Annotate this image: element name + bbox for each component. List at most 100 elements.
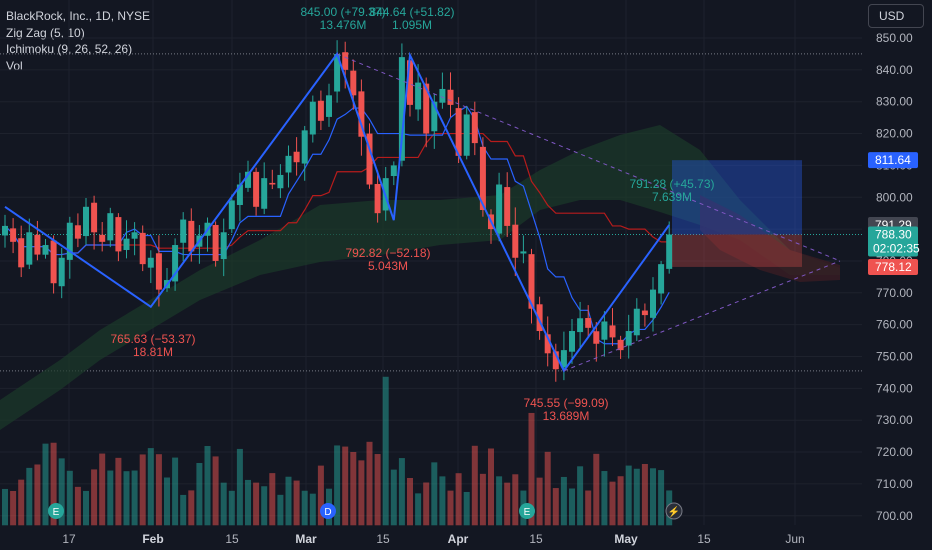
candle-body <box>350 70 357 96</box>
candle-body <box>83 206 89 237</box>
candle-body <box>50 240 57 284</box>
currency-button[interactable]: USD <box>868 4 924 28</box>
zigzag-annotation-value: 791.28 (+45.73) <box>629 177 714 191</box>
volume-bar <box>593 453 600 526</box>
volume-bar <box>439 476 446 526</box>
event-badge-label: ⚡ <box>668 505 680 518</box>
event-badge-label: E <box>53 507 60 518</box>
time-tick-label: 15 <box>225 532 239 546</box>
candle-body <box>269 182 276 185</box>
legend-volume[interactable]: Vol <box>6 58 23 73</box>
volume-bar <box>236 448 243 526</box>
volume-bar <box>585 490 592 526</box>
volume-bar <box>552 488 559 526</box>
event-badge <box>519 503 535 519</box>
price-tick-label: 820.00 <box>876 127 913 141</box>
candle-body <box>463 114 470 156</box>
candle-body <box>42 245 49 255</box>
time-tick-label: Feb <box>142 532 163 546</box>
candle-body <box>10 228 17 242</box>
volume-bar <box>293 480 300 526</box>
candle-body <box>99 234 106 242</box>
volume-bar <box>188 490 195 526</box>
ichimoku-cloud <box>0 125 840 430</box>
volume-bar <box>26 467 33 526</box>
candle-body <box>536 304 543 332</box>
volume-bar <box>536 477 543 526</box>
volume-bar <box>415 493 422 526</box>
candle-body <box>609 325 616 338</box>
volume-bar <box>285 476 292 526</box>
volume-bar <box>447 490 454 526</box>
price-label-tag <box>868 152 918 169</box>
candle-body <box>131 232 138 239</box>
candle-body <box>455 108 462 156</box>
candle-body <box>447 89 454 105</box>
volume-bar <box>560 476 567 526</box>
volume-bar <box>164 477 170 526</box>
candle-body <box>180 219 187 243</box>
candle-body <box>374 183 381 214</box>
legend-zigzag[interactable]: Zig Zag (5, 10) <box>6 25 85 40</box>
candle-body <box>147 257 154 268</box>
volume-bar <box>261 486 268 526</box>
volume-bar <box>317 465 324 526</box>
volume-bar <box>398 458 405 526</box>
price-tick-label: 720.00 <box>876 445 913 459</box>
volume-bar <box>172 457 179 526</box>
candle-body <box>2 225 8 236</box>
candle-body <box>528 254 535 309</box>
volume-bar <box>42 443 49 526</box>
candle-body <box>617 339 624 351</box>
time-axis: 17 Feb 15 Mar 15 Apr 15 May 15 Jun <box>62 532 804 546</box>
price-tick-label: 710.00 <box>876 477 913 491</box>
candle-body <box>552 351 559 370</box>
candle-body <box>309 101 316 135</box>
volume-bar <box>633 468 640 526</box>
time-tick-label: Apr <box>448 532 469 546</box>
zigzag-annotation-volume: 13.476M <box>320 18 367 32</box>
price-tick-label: 750.00 <box>876 350 913 364</box>
candle-body <box>277 174 284 189</box>
price-tick-label: 830.00 <box>876 95 913 109</box>
candle-body <box>66 222 73 260</box>
cloud-bull <box>0 125 840 430</box>
legend-symbol[interactable]: BlackRock, Inc., 1D, NYSE <box>6 9 151 23</box>
volume-bar <box>18 479 25 526</box>
volume-bar <box>641 463 648 526</box>
zigzag-annotation-value: 745.55 (−99.09) <box>523 396 608 410</box>
candle-body <box>342 52 349 70</box>
price-tick-label: 850.00 <box>876 31 913 45</box>
event-badge <box>48 503 64 519</box>
volume-bar <box>10 490 17 526</box>
volume-bar <box>488 448 494 526</box>
volume-bar <box>366 441 373 526</box>
candle-body <box>423 83 430 134</box>
candle-body <box>326 95 332 117</box>
candle-body <box>261 178 268 209</box>
volume-bar <box>479 473 486 526</box>
cloud-bear <box>700 195 840 282</box>
candle-body <box>155 253 162 290</box>
time-tick-label: 15 <box>697 532 711 546</box>
price-tick-label: 770.00 <box>876 286 913 300</box>
zigzag-annotation-value: 792.82 (−52.18) <box>345 246 430 260</box>
price-tick-label: 760.00 <box>876 318 913 332</box>
candle-body <box>471 112 478 144</box>
candle-body <box>658 264 665 294</box>
volume-bar <box>107 470 114 526</box>
volume-bar <box>50 442 57 526</box>
candle-body <box>544 334 551 354</box>
candle-body <box>236 184 243 206</box>
chart-legend: BlackRock, Inc., 1D, NYSE Zig Zag (5, 10… <box>6 8 150 74</box>
zigzag-annotation-volume: 5.043M <box>368 259 408 273</box>
candle-body <box>560 350 567 368</box>
candle-body <box>625 331 632 346</box>
volume-bar <box>74 486 81 526</box>
candle-body <box>666 234 673 269</box>
candle-body <box>220 232 227 260</box>
volume-bar <box>99 453 106 526</box>
volume-bar <box>544 451 551 526</box>
zigzag-annotation-volume: 18.81M <box>133 345 173 359</box>
